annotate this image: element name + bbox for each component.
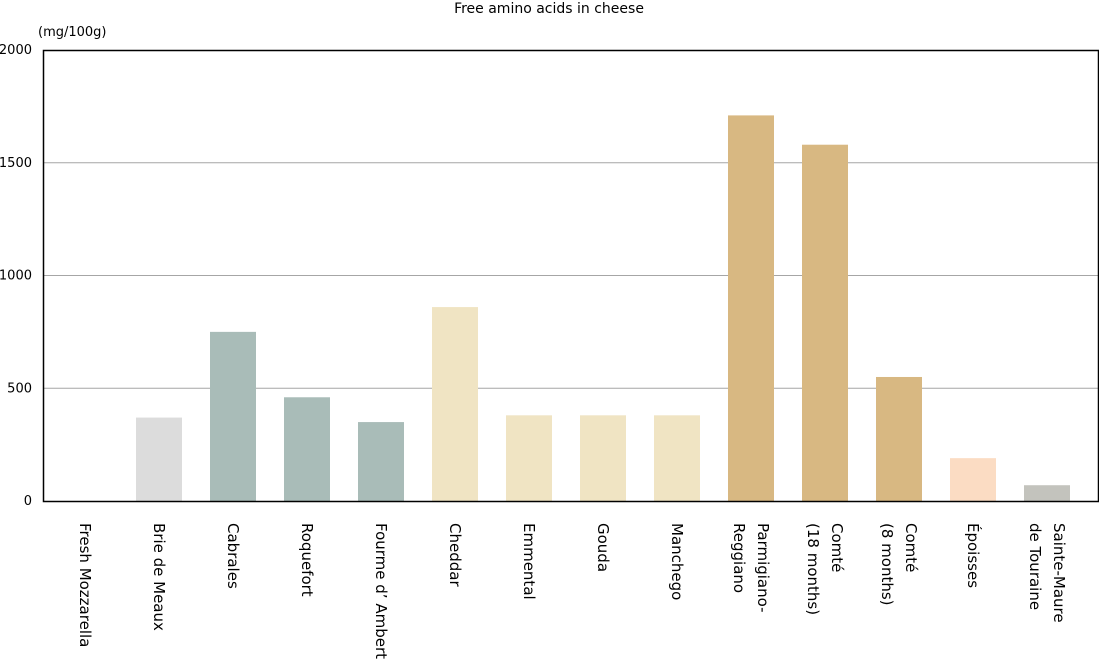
x-tick-label-line: de Touraine [1026,523,1044,610]
bar [506,415,552,501]
y-unit-label: (mg/100g) [38,25,107,40]
y-tick-label: 0 [24,494,32,509]
x-tick-label-line: Sainte-Maure [1050,523,1068,623]
x-tick-label: Gouda [594,523,612,572]
x-tick-label-line: Comté [902,523,920,572]
y-tick-label: 2000 [0,43,32,58]
bar [136,417,182,501]
x-tick-label: Parmigiano- Reggiano [730,523,772,613]
bar [1024,485,1070,501]
bar [210,331,256,501]
x-tick-label: Comté (18 months) [804,523,846,615]
x-tick-label-line: Cabrales [224,523,242,589]
x-axis-labels: Fresh Mozzarella Brie de Meaux Cabrales Roq… [76,523,1068,659]
x-tick-label: Cheddar [446,523,464,587]
y-tick-label: 1500 [0,156,32,171]
x-tick-label-line: Cheddar [446,523,464,587]
x-tick-label-line: (18 months) [804,523,822,615]
bar [432,307,478,501]
x-tick-label-line: Emmental [520,523,538,600]
y-tick-label: 1000 [0,269,32,284]
x-tick-label: Roquefort [298,523,316,597]
bar [580,415,626,501]
bar [728,115,774,502]
x-tick-label-line: Manchego [668,523,686,600]
bars [136,115,1070,502]
x-tick-label: Cabrales [224,523,242,589]
x-tick-label-line: Fresh Mozzarella [76,523,94,647]
bar [284,397,330,501]
bar [802,144,848,501]
bar [876,376,922,501]
bar [358,422,404,501]
bar [654,415,700,501]
x-tick-label-line: Gouda [594,523,612,572]
bar [950,458,996,501]
y-tick-label: 500 [7,381,32,396]
x-tick-label-line: (8 months) [878,523,896,606]
x-tick-label: Comté (8 months) [878,523,920,606]
x-tick-label: Sainte-Maure de Touraine [1026,523,1068,623]
x-tick-label-line: Parmigiano- [754,523,772,613]
x-tick-label-line: Époisses [964,523,983,588]
chart-title: Free amino acids in cheese [454,1,644,17]
x-tick-label-line: Comté [828,523,846,572]
x-tick-label: Manchego [668,523,686,600]
x-tick-label: Emmental [520,523,538,600]
x-tick-label-line: Roquefort [298,523,316,597]
x-tick-label: Époisses [964,523,983,588]
x-tick-label-line: Brie de Meaux [150,523,168,631]
x-tick-label: Brie de Meaux [150,523,168,631]
x-tick-label: Fresh Mozzarella [76,523,94,647]
gridlines [44,162,1098,389]
x-tick-label: Fourme d’ Ambert [372,523,390,659]
x-tick-label-line: Reggiano [730,523,748,593]
y-axis-ticks: 0 500 1000 1500 2000 [0,43,32,509]
x-tick-label-line: Fourme d’ Ambert [372,523,390,659]
